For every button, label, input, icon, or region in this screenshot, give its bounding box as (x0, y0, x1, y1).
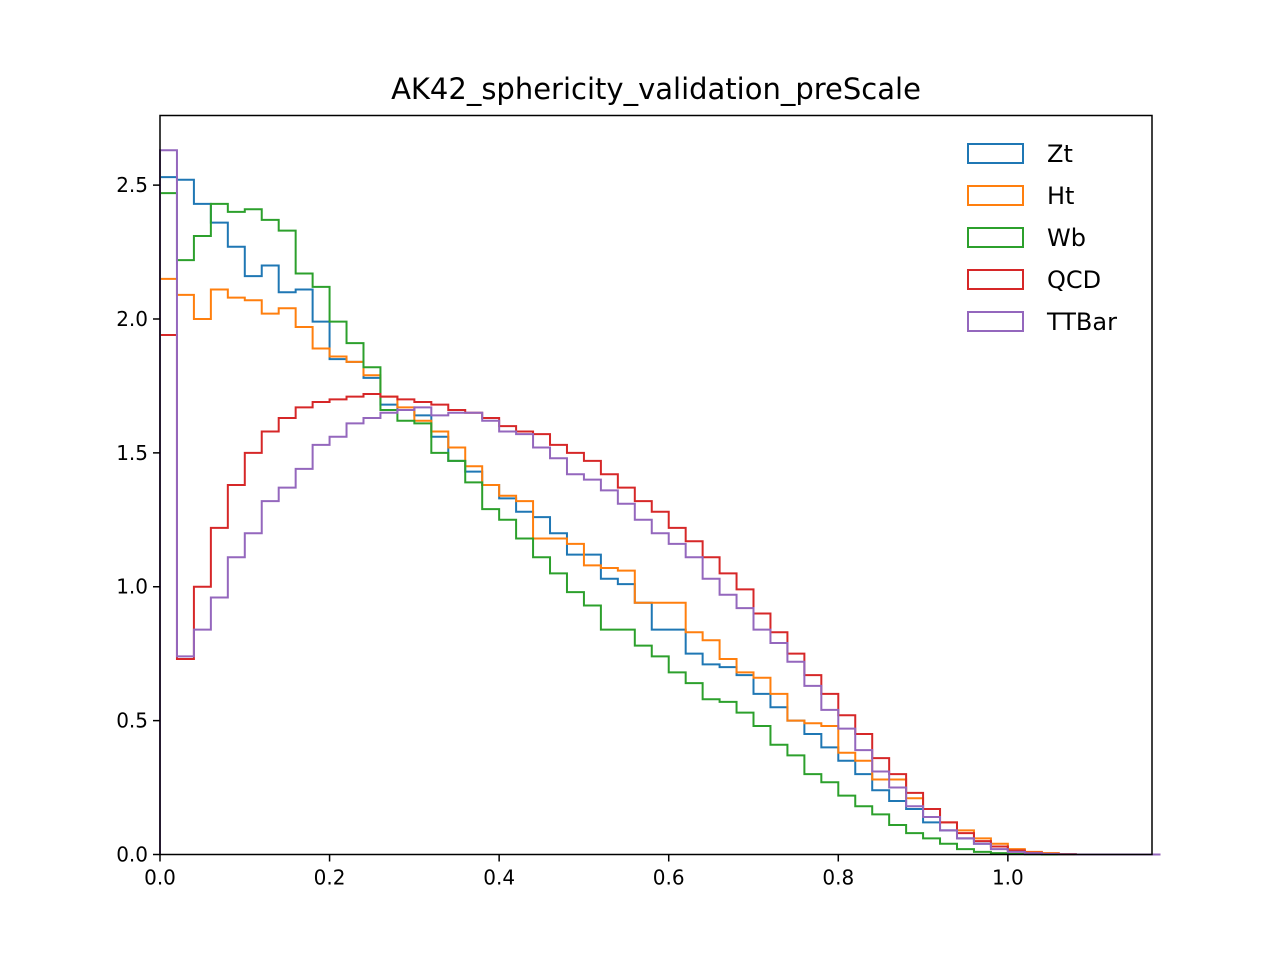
series-line-ttbar (159, 149, 1161, 856)
y-tick-label: 1.0 (116, 575, 148, 599)
legend-label-ttbar: TTBar (1046, 308, 1117, 336)
x-tick-label: 0.6 (653, 866, 685, 890)
x-axis: 0.0 0.2 0.4 0.6 0.8 1.0 (144, 854, 1024, 890)
y-tick-label: 1.5 (116, 441, 148, 465)
series-line-wb (159, 192, 1161, 856)
legend-swatch-wb (967, 227, 1024, 248)
y-tick-label: 2.0 (116, 307, 148, 331)
y-tick-label: 0.0 (116, 843, 148, 867)
legend-swatch-zt (967, 143, 1024, 164)
y-tick-label: 0.5 (116, 709, 148, 733)
legend-swatch-ttbar (967, 311, 1024, 332)
legend: Zt Ht Wb QCD TTBar (967, 140, 1117, 336)
x-tick-label: 0.8 (822, 866, 854, 890)
x-tick-label: 0.4 (483, 866, 515, 890)
legend-label-zt: Zt (1047, 140, 1073, 168)
legend-label-ht: Ht (1047, 182, 1074, 210)
series-line-ht (159, 277, 1161, 856)
legend-label-wb: Wb (1047, 224, 1086, 252)
x-tick-label: 1.0 (992, 866, 1024, 890)
y-axis: 0.0 0.5 1.0 1.5 2.0 2.5 (116, 173, 160, 867)
series-layer (159, 149, 1161, 856)
chart-title: AK42_sphericity_validation_preScale (391, 72, 921, 106)
y-tick-label: 2.5 (116, 173, 148, 197)
legend-swatch-qcd (967, 269, 1024, 290)
axes-frame (159, 114, 1153, 856)
x-tick-label: 0.0 (144, 866, 176, 890)
x-tick-label: 0.2 (314, 866, 346, 890)
legend-swatch-ht (967, 185, 1024, 206)
legend-label-qcd: QCD (1047, 266, 1101, 294)
